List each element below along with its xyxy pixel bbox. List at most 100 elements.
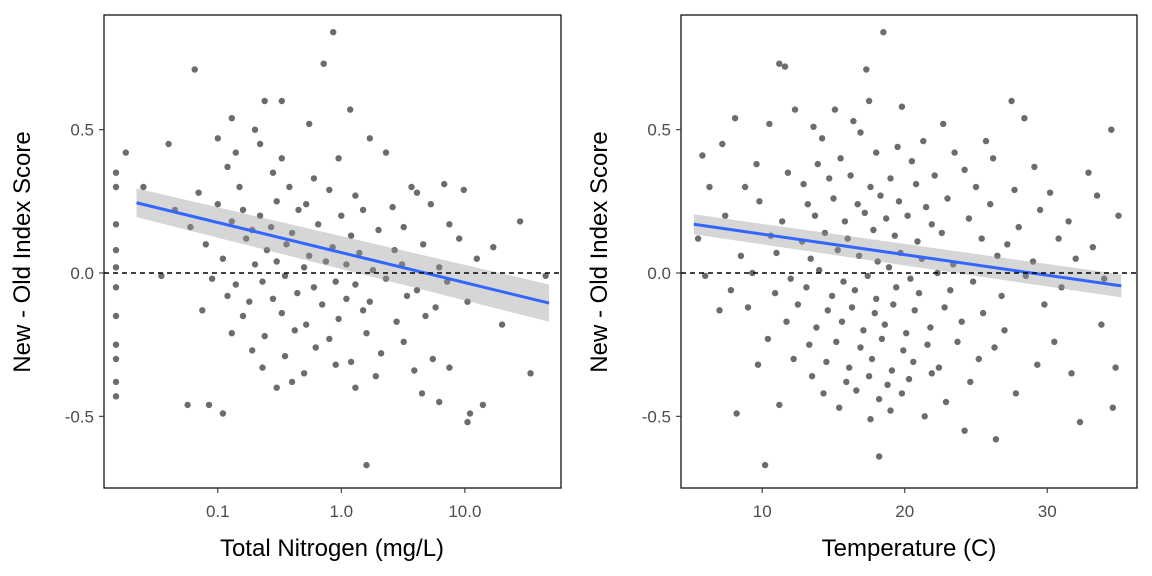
data-point [804,201,811,208]
data-point [1008,97,1015,105]
data-point [935,364,943,371]
data-point [389,203,396,211]
data-point [791,106,799,113]
data-point [195,189,202,196]
data-point [343,295,350,302]
data-point [372,373,379,380]
data-point [310,175,318,182]
data-point [446,221,453,228]
data-point [867,416,874,423]
data-point [900,347,907,354]
data-point [880,29,887,36]
data-point [807,255,814,262]
data-point [781,63,789,70]
data-point [369,266,377,274]
panel-border [103,14,562,489]
data-point [851,287,859,294]
data-point [846,364,853,371]
data-point [516,218,524,225]
data-point [954,338,961,345]
data-point [261,332,268,340]
data-point [994,252,1001,259]
data-point [744,304,752,311]
data-point [741,183,749,191]
data-point [987,201,994,208]
data-point [776,401,783,409]
data-point [1101,275,1108,282]
data-point [400,338,407,345]
data-point [928,221,935,228]
data-point [366,298,373,305]
data-point [874,258,881,265]
data-point [446,364,453,371]
data-point [706,183,713,191]
data-point [281,272,289,280]
data-point [898,103,906,110]
data-point [347,232,355,239]
data-point [490,244,497,251]
data-point [800,180,807,188]
data-point [881,321,888,328]
data-point [1115,212,1122,219]
data-point [722,212,729,219]
data-point [810,123,817,130]
data-point [320,60,327,67]
data-point [335,315,342,323]
data-point [411,367,418,374]
data-point [273,198,280,205]
data-point [413,287,421,294]
data-point [848,304,856,311]
data-point [1021,115,1028,122]
data-point [359,307,367,314]
data-point [808,373,816,380]
data-point [1012,390,1020,397]
data-point [1046,189,1054,196]
data-point [273,258,280,265]
trend-line [136,201,550,305]
data-point [112,246,120,254]
x-tick-label: 10 [753,502,772,521]
data-point [239,206,247,214]
data-point [702,272,709,280]
data-point [224,292,231,300]
data-point [1085,169,1092,176]
data-point [877,192,884,199]
data-point [330,29,337,36]
data-point [400,223,407,231]
data-point [850,117,857,125]
data-point [922,203,930,211]
data-point [1108,126,1115,133]
data-point [295,206,302,214]
data-point [871,309,878,317]
data-point [753,160,760,168]
data-point [191,66,198,73]
data-point [991,344,998,351]
data-point [771,289,779,297]
y-tick-label: 0.0 [70,264,94,283]
data-point [382,149,390,156]
data-point [803,284,810,291]
data-point [375,226,382,234]
data-point [826,175,833,182]
data-point [347,106,354,113]
data-point [403,292,411,300]
data-point [1036,206,1044,214]
data-point [464,298,471,305]
data-point [893,284,900,291]
data-point [377,350,385,357]
data-point [413,189,421,196]
data-point [847,172,854,179]
data-point [764,335,772,343]
data-point [219,255,227,262]
data-point [343,261,350,268]
data-point [249,347,256,354]
data-point [915,289,923,297]
data-point [352,192,359,199]
data-point [965,215,973,222]
data-point [187,223,194,231]
data-point [269,169,277,176]
data-point [838,318,846,325]
data-point [865,97,873,105]
data-point [466,410,474,417]
